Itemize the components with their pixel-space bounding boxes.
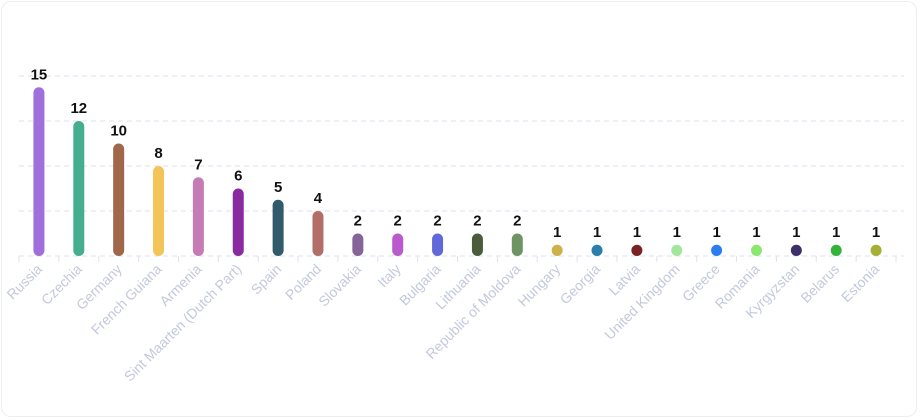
data-label: 1 (712, 224, 720, 241)
bar-united-kingdom (671, 244, 683, 256)
bar-sint-maarten-dutch-part- (232, 188, 244, 256)
data-label: 4 (314, 190, 323, 207)
data-label: 6 (234, 168, 242, 185)
bar-kyrgyzstan (790, 244, 802, 256)
bar-russia (33, 87, 45, 256)
x-tick-label: Georgia (557, 261, 604, 308)
data-label: 1 (832, 224, 840, 241)
bar-georgia (591, 244, 603, 256)
data-label: 1 (673, 224, 681, 241)
bar-belarus (830, 244, 842, 256)
data-label: 2 (473, 213, 481, 230)
data-label: 1 (593, 224, 601, 241)
x-tick-label: French Guiana (88, 261, 165, 338)
data-label: 1 (633, 224, 641, 241)
x-tick-label: Estonia (838, 261, 882, 305)
x-tick-label: Belarus (797, 261, 842, 306)
bar-greece (711, 244, 723, 256)
data-label: 1 (752, 224, 760, 241)
data-label: 8 (154, 145, 162, 162)
x-tick-label: Latvia (605, 261, 643, 299)
x-tick-label: Spain (248, 261, 285, 298)
bar-slovakia (352, 233, 364, 256)
data-label: 10 (110, 123, 127, 140)
data-label: 1 (792, 224, 800, 241)
x-tick-label: Slovakia (315, 261, 364, 310)
data-label: 2 (513, 213, 521, 230)
bar-italy (392, 233, 404, 256)
data-label: 2 (394, 213, 402, 230)
bar-spain (272, 199, 284, 256)
data-label: 12 (70, 100, 87, 117)
bar-bulgaria (432, 233, 444, 256)
bar-french-guiana (153, 166, 165, 256)
x-tick-label: Hungary (515, 261, 564, 310)
bar-latvia (631, 244, 643, 256)
data-label: 15 (31, 66, 48, 83)
data-label: 1 (553, 224, 561, 241)
bar-republic-of-moldova (511, 233, 523, 256)
bar-czechia (73, 121, 85, 256)
data-label: 2 (433, 213, 441, 230)
x-tick-label: Italy (374, 261, 403, 290)
bar-armenia (192, 177, 204, 256)
bar-estonia (870, 244, 882, 256)
data-label: 7 (194, 156, 202, 173)
bar-hungary (551, 244, 563, 256)
data-label: 1 (872, 224, 880, 241)
bar-germany (113, 143, 125, 256)
bar-romania (750, 244, 762, 256)
bar-lithuania (471, 233, 483, 256)
data-label: 5 (274, 179, 282, 196)
data-label: 2 (354, 213, 362, 230)
bar-poland (312, 211, 324, 256)
